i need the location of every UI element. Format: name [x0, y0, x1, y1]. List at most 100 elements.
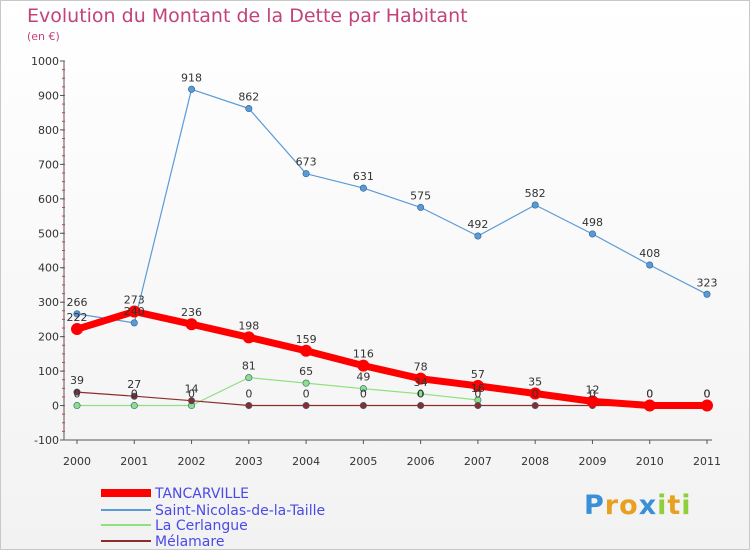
- data-label: 498: [582, 216, 603, 229]
- data-point: [302, 170, 310, 178]
- data-point: [185, 318, 198, 331]
- data-point: [242, 331, 255, 344]
- data-label: 65: [299, 365, 313, 378]
- logo-letter: t: [667, 490, 682, 521]
- data-label: 0: [646, 388, 653, 401]
- data-point: [529, 387, 542, 400]
- data-label: 0: [245, 388, 252, 401]
- legend-label: Saint-Nicolas-de-la-Taille: [155, 503, 325, 519]
- data-point: [188, 397, 196, 405]
- data-label: 0: [704, 388, 711, 401]
- data-point: [703, 290, 711, 298]
- series-line-0: [75, 308, 707, 409]
- data-label: 273: [124, 293, 145, 306]
- chart-title: Evolution du Montant de la Dette par Hab…: [27, 5, 468, 27]
- data-label: 16: [471, 382, 485, 395]
- data-point: [417, 203, 425, 211]
- x-tick-label: 2009: [578, 455, 606, 468]
- data-point: [130, 319, 138, 327]
- data-label: 862: [238, 91, 259, 104]
- data-point: [357, 359, 370, 372]
- data-label: 408: [639, 247, 660, 260]
- data-label: 34: [414, 376, 428, 389]
- data-label: 0: [532, 388, 539, 401]
- data-label: 0: [131, 388, 138, 401]
- data-label: 0: [303, 388, 310, 401]
- y-tick-label: 500: [38, 227, 59, 240]
- x-tick-label: 2007: [464, 455, 492, 468]
- data-label: 492: [467, 218, 488, 231]
- data-label: 14: [185, 383, 199, 396]
- logo-letter: r: [604, 490, 620, 521]
- data-point: [359, 402, 367, 410]
- x-tick-label: 2003: [235, 455, 263, 468]
- x-tick-label: 2011: [693, 455, 721, 468]
- data-label: 0: [74, 388, 81, 401]
- data-label: 39: [70, 374, 84, 387]
- legend-label: TANCARVILLE: [154, 486, 249, 502]
- data-label: 35: [528, 375, 542, 388]
- data-label: 918: [181, 71, 202, 84]
- data-label: 81: [242, 360, 256, 373]
- data-point: [188, 85, 196, 93]
- data-label: 198: [238, 319, 259, 332]
- data-point: [471, 379, 484, 392]
- data-label: 631: [353, 170, 374, 183]
- x-tick-label: 2010: [636, 455, 664, 468]
- data-point: [643, 399, 656, 412]
- data-point: [130, 402, 138, 410]
- data-label: 78: [414, 361, 428, 374]
- data-point: [73, 402, 81, 410]
- x-tick-label: 2001: [120, 455, 148, 468]
- x-tick-label: 2000: [63, 455, 91, 468]
- logo-letter: P: [584, 490, 605, 521]
- data-label: 0: [646, 388, 653, 401]
- proxiti-logo: Proxiti: [584, 490, 692, 521]
- y-tick-label: 800: [38, 124, 59, 137]
- data-point: [245, 374, 253, 382]
- y-tick-label: 900: [38, 89, 59, 102]
- data-point: [359, 385, 367, 393]
- data-point: [302, 402, 310, 410]
- chart-subtitle: (en €): [27, 30, 60, 43]
- data-label: 266: [67, 296, 88, 309]
- data-point: [73, 388, 81, 396]
- data-point: [646, 261, 654, 269]
- data-point: [359, 184, 367, 192]
- data-label: 0: [360, 388, 367, 401]
- x-tick-label: 2005: [349, 455, 377, 468]
- data-label: 0: [589, 388, 596, 401]
- data-label: 582: [525, 187, 546, 200]
- data-point: [474, 402, 482, 410]
- data-label: 159: [296, 333, 317, 346]
- data-label: 49: [356, 371, 370, 384]
- data-label: 12: [585, 383, 599, 396]
- data-label: 116: [353, 348, 374, 361]
- logo-letter: x: [638, 490, 658, 521]
- data-label: 236: [181, 306, 202, 319]
- data-point: [586, 395, 599, 408]
- data-point: [302, 379, 310, 387]
- y-tick-label: 200: [38, 331, 59, 344]
- data-label: 0: [417, 388, 424, 401]
- y-tick-label: 0: [52, 400, 59, 413]
- data-point: [417, 402, 425, 410]
- x-tick-label: 2006: [407, 455, 435, 468]
- data-point: [130, 392, 138, 400]
- logo-letter: o: [619, 490, 639, 521]
- y-tick-label: 300: [38, 296, 59, 309]
- data-label: 0: [188, 388, 195, 401]
- data-point: [531, 201, 539, 209]
- data-point: [71, 323, 83, 336]
- data-label: 575: [410, 189, 431, 202]
- data-point: [300, 344, 313, 357]
- series-line-2: [77, 377, 478, 407]
- y-tick-label: 700: [38, 158, 59, 171]
- data-point: [531, 402, 539, 410]
- data-label: 27: [127, 378, 141, 391]
- x-tick-label: 2008: [521, 455, 549, 468]
- data-point: [128, 305, 141, 318]
- data-point: [588, 230, 596, 238]
- data-label: 323: [697, 276, 718, 289]
